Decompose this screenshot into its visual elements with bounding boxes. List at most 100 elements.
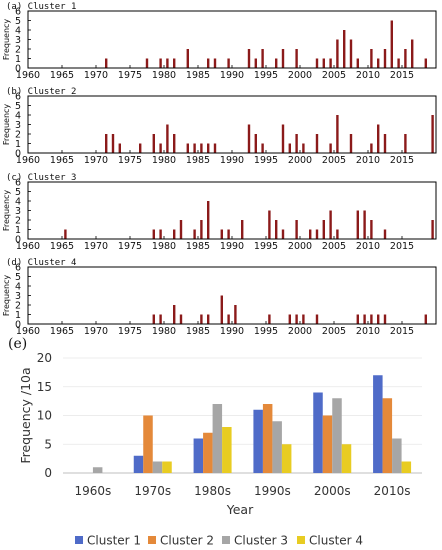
panel-a-bar-2014 xyxy=(397,58,400,68)
panel-b-bar-2011 xyxy=(377,124,380,153)
panel-e-bar-cluster-3-2000s xyxy=(332,398,342,473)
panel-e-xtick-1960s: 1960s xyxy=(75,484,112,498)
panel-a-bar-1992 xyxy=(247,49,251,68)
panel-b-bar-2007 xyxy=(349,134,353,153)
panel-a-bar-2018 xyxy=(424,58,427,68)
panel-a-bar-1989 xyxy=(227,58,230,68)
panel-c-bar-1981 xyxy=(173,229,176,239)
panel-b-xtick-2010: 2010 xyxy=(356,155,380,166)
panel-d-xtick-2000: 2000 xyxy=(288,326,312,337)
panel-c-bar-1984 xyxy=(193,229,196,239)
panel-b-bar-1980 xyxy=(166,124,169,153)
panel-d-ytick-4: 4 xyxy=(15,282,21,293)
panel-d-ytick-1: 1 xyxy=(15,310,21,321)
panel-b-bar-1972 xyxy=(111,134,115,153)
panel-c-xtick-1975: 1975 xyxy=(118,241,142,252)
panel-d-ytick-6: 6 xyxy=(15,263,21,274)
panel-e-bar-cluster-3-1990s xyxy=(272,421,282,473)
panel-e-xtick-1990s: 1990s xyxy=(254,484,291,498)
panel-e-xtick-1980s: 1980s xyxy=(194,484,231,498)
panel-e-xtick-2010s: 2010s xyxy=(374,484,411,498)
panel-b-bar-2019 xyxy=(431,115,434,153)
panel-e-bar-cluster-2-1990s xyxy=(262,404,273,473)
panel-a-bar-1971 xyxy=(105,58,108,68)
panel-a-bar-1996 xyxy=(275,58,278,68)
panel-d-bar-2018 xyxy=(424,314,427,324)
panel-b-bar-2002 xyxy=(315,134,319,153)
panel-d-xtick-1980: 1980 xyxy=(152,326,176,337)
panel-e-bar-cluster-2-2010s xyxy=(382,398,393,473)
panel-d-xtick-1995: 1995 xyxy=(254,326,278,337)
panel-c-ytick-4: 4 xyxy=(15,197,21,208)
panel-b-bar-1976 xyxy=(139,143,142,153)
panel-a-xtick-1960: 1960 xyxy=(16,70,40,81)
panel-a-bar-1987 xyxy=(213,58,217,68)
legend-swatch-cluster-3 xyxy=(222,536,230,544)
panel-d-ylabel: Frequency xyxy=(2,275,11,317)
panel-a-bar-1983 xyxy=(186,49,189,68)
panel-d-bar-1982 xyxy=(179,314,183,324)
panel-c-bar-2012 xyxy=(383,229,387,239)
panel-a-xtick-1975: 1975 xyxy=(118,70,142,81)
panel-b-xtick-1970: 1970 xyxy=(84,155,108,166)
legend-swatch-cluster-1 xyxy=(75,536,83,544)
panel-a-bar-2012 xyxy=(383,49,387,68)
panel-d-xtick-2015: 2015 xyxy=(390,326,414,337)
panel-e-xtick-2000s: 2000s xyxy=(314,484,351,498)
panel-a-xtick-1990: 1990 xyxy=(220,70,244,81)
panel-e-bar-cluster-3-1980s xyxy=(212,404,223,473)
panel-d-bar-1998 xyxy=(288,314,291,324)
panel-e-title: (e) xyxy=(8,336,27,352)
panel-d-bar-2011 xyxy=(377,314,380,324)
panel-c-bar-2010 xyxy=(370,220,373,239)
panel-b-xtick-1965: 1965 xyxy=(50,155,74,166)
panel-b-bar-1994 xyxy=(261,143,264,153)
panel-a-bar-1977 xyxy=(145,58,149,68)
panel-c-bar-1979 xyxy=(159,229,162,239)
panel-d-bar-1999 xyxy=(295,314,298,324)
panel-e-bar-cluster-3-1970s xyxy=(152,461,163,473)
panel-d-bar-2012 xyxy=(383,314,387,324)
panel-b-xtick-1980: 1980 xyxy=(152,155,176,166)
panel-d-ytick-5: 5 xyxy=(15,272,21,283)
panel-b-bar-2012 xyxy=(383,134,387,153)
panel-a-bar-2003 xyxy=(322,58,325,68)
panel-e-bar-cluster-1-1990s xyxy=(253,409,263,473)
panel-e-bar-cluster-4-1990s xyxy=(281,444,292,473)
panel-c-bar-1982 xyxy=(179,220,183,239)
panel-e-ytick-5: 5 xyxy=(44,437,52,451)
panel-c-xtick-2015: 2015 xyxy=(390,241,414,252)
panel-e-bar-cluster-1-2000s xyxy=(313,392,323,473)
panel-a-ytick-5: 5 xyxy=(15,16,21,27)
panel-d-bar-1985 xyxy=(200,314,203,324)
panel-a-bar-1999 xyxy=(295,49,298,68)
panel-e-xlabel: Year xyxy=(226,502,254,517)
panel-a-xtick-1985: 1985 xyxy=(186,70,210,81)
panel-d-bar-1995 xyxy=(268,314,271,324)
panel-a-xtick-2005: 2005 xyxy=(322,70,346,81)
panel-e-xtick-1970s: 1970s xyxy=(134,484,171,498)
panel-d-ytick-2: 2 xyxy=(15,301,21,312)
panel-c-bar-1989 xyxy=(227,229,230,239)
panel-b-bar-1998 xyxy=(288,143,291,153)
panel-b-bar-1993 xyxy=(254,134,257,153)
panel-b-bar-1978 xyxy=(152,134,155,153)
panel-e-bar-cluster-2-1980s xyxy=(203,432,213,473)
panel-a-bar-1979 xyxy=(159,58,162,68)
panel-a-ytick-6: 6 xyxy=(15,7,21,18)
legend-label-cluster-4: Cluster 4 xyxy=(309,534,363,548)
panel-b-bar-1986 xyxy=(207,143,210,153)
panel-b-ytick-2: 2 xyxy=(15,130,21,141)
panel-e-bar-cluster-3-1960s xyxy=(92,467,103,473)
panel-a-bar-2016 xyxy=(411,39,414,68)
legend-label-cluster-2: Cluster 2 xyxy=(160,534,214,548)
panel-d-title: (d) Cluster 4 xyxy=(6,258,76,268)
panel-c-bar-1995 xyxy=(268,210,271,239)
panel-c-xtick-1970: 1970 xyxy=(84,241,108,252)
panel-d-xtick-1970: 1970 xyxy=(84,326,108,337)
panel-d-bar-1986 xyxy=(207,314,210,324)
panel-c-bar-2004 xyxy=(329,210,332,239)
panel-b-bar-1971 xyxy=(105,134,108,153)
panel-a-bar-2010 xyxy=(370,49,373,68)
panel-c-ytick-6: 6 xyxy=(15,178,21,189)
